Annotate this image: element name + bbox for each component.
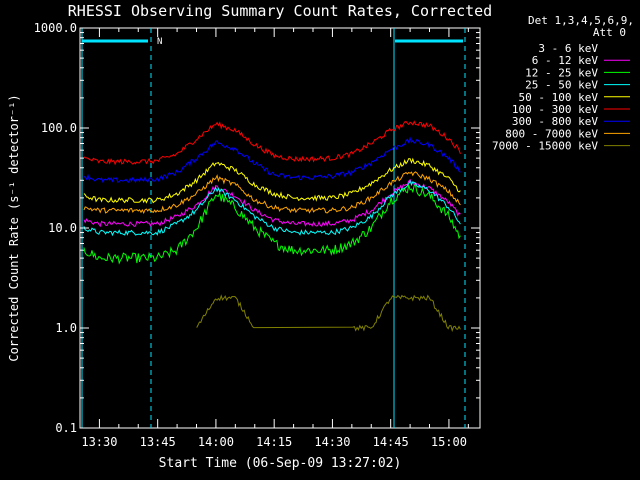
observing-markers: N (81, 28, 466, 428)
x-tick-label: 13:30 (81, 435, 117, 449)
x-tick-label: 14:45 (373, 435, 409, 449)
x-tick-label: 14:30 (314, 435, 350, 449)
legend-header-detectors: Det 1,3,4,5,6,9, (528, 14, 634, 27)
series-line (83, 136, 461, 184)
series-line (83, 179, 461, 237)
legend-label: 3 - 6 keV (538, 42, 598, 55)
legend-label: 300 - 800 keV (512, 115, 598, 128)
y-tick-label: 1.0 (55, 321, 77, 335)
series-line (196, 294, 461, 333)
legend-header-attenuator: Att 0 (593, 26, 626, 39)
y-axis-label: Corrected Count Rate (s⁻¹ detector⁻¹) (7, 94, 21, 361)
plot-frame (79, 27, 481, 429)
legend-label: 12 - 25 keV (525, 66, 598, 79)
x-axis-label: Start Time (06-Sep-09 13:27:02) (159, 456, 402, 471)
y-tick-label: 10.0 (48, 221, 77, 235)
x-tick-label: 14:15 (256, 435, 292, 449)
x-axis: 13:30 13:45 14:00 14:15 14:30 14:45 15:00 (79, 28, 469, 449)
y-tick-label: 100.0 (41, 121, 77, 135)
series-line (83, 170, 461, 225)
legend-label: 800 - 7000 keV (505, 127, 598, 140)
legend-label: 6 - 12 keV (532, 54, 599, 67)
x-tick-label: 15:00 (431, 435, 467, 449)
series-line (83, 184, 461, 265)
series-layer (83, 120, 461, 333)
series-line (83, 120, 461, 166)
night-label: N (157, 37, 162, 47)
legend-label: 25 - 50 keV (525, 79, 598, 92)
y-axis: 0.1 1.0 10.0 100.0 1000.0 (34, 21, 480, 435)
series-line (83, 178, 461, 228)
x-tick-label: 14:00 (198, 435, 234, 449)
series-line (83, 157, 461, 204)
x-tick-label: 13:45 (140, 435, 176, 449)
legend-label: 50 - 100 keV (519, 91, 599, 104)
y-tick-label: 1000.0 (34, 21, 77, 35)
series-line (83, 171, 461, 215)
y-tick-label: 0.1 (55, 421, 77, 435)
legend-label: 100 - 300 keV (512, 103, 598, 116)
chart-title: RHESSI Observing Summary Count Rates, Co… (68, 2, 492, 20)
legend-label: 7000 - 15000 keV (492, 140, 598, 153)
